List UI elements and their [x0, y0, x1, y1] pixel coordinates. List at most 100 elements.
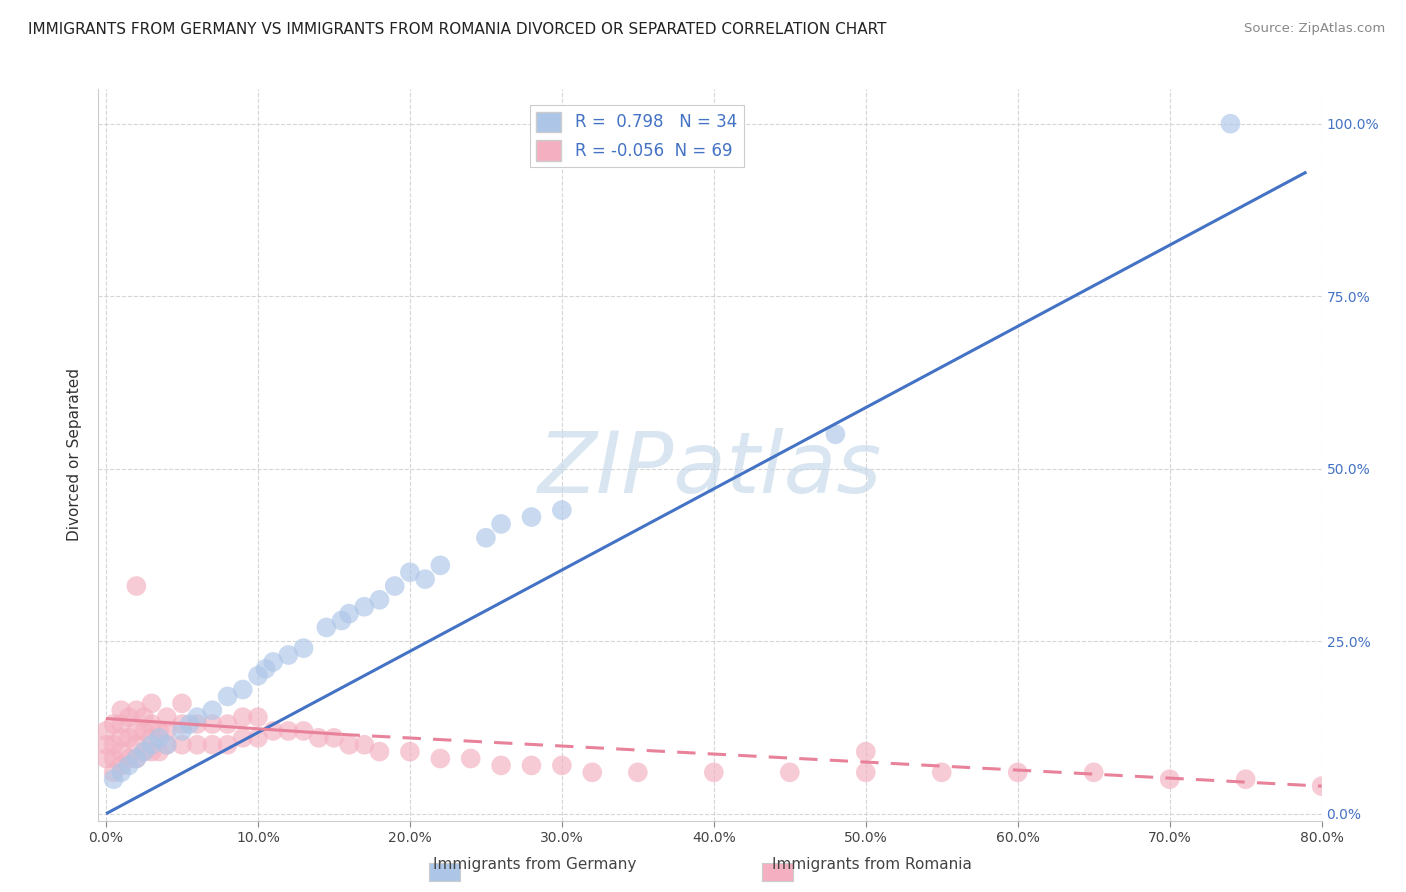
- Point: [118, 758, 141, 772]
- Point: [824, 427, 846, 442]
- Point: [201, 717, 224, 731]
- Text: Source: ZipAtlas.com: Source: ZipAtlas.com: [1244, 22, 1385, 36]
- Point: [201, 703, 224, 717]
- Point: [337, 607, 360, 621]
- Point: [170, 717, 193, 731]
- Point: [148, 745, 170, 759]
- Point: [217, 717, 239, 731]
- Point: [399, 566, 422, 580]
- Point: [292, 723, 315, 738]
- Point: [779, 765, 801, 780]
- Point: [125, 751, 148, 765]
- Point: [429, 751, 451, 765]
- Point: [110, 703, 132, 717]
- Point: [627, 765, 650, 780]
- Point: [103, 765, 125, 780]
- Point: [353, 738, 375, 752]
- Point: [246, 710, 269, 724]
- Point: [308, 731, 330, 745]
- Point: [179, 717, 201, 731]
- Point: [1234, 772, 1257, 787]
- Point: [315, 620, 337, 634]
- Point: [217, 738, 239, 752]
- Point: [330, 614, 353, 628]
- Point: [110, 731, 132, 745]
- Point: [141, 717, 163, 731]
- Point: [186, 717, 208, 731]
- Point: [246, 669, 269, 683]
- Point: [262, 655, 284, 669]
- Point: [170, 723, 193, 738]
- Point: [1007, 765, 1029, 780]
- Point: [551, 503, 574, 517]
- Text: IMMIGRANTS FROM GERMANY VS IMMIGRANTS FROM ROMANIA DIVORCED OR SEPARATED CORRELA: IMMIGRANTS FROM GERMANY VS IMMIGRANTS FR…: [28, 22, 887, 37]
- Point: [292, 641, 315, 656]
- Point: [148, 723, 170, 738]
- Point: [551, 758, 574, 772]
- Point: [118, 751, 141, 765]
- Point: [141, 696, 163, 710]
- Point: [254, 662, 277, 676]
- Point: [156, 723, 179, 738]
- Point: [277, 648, 299, 662]
- Point: [148, 731, 170, 745]
- Point: [125, 738, 148, 752]
- Point: [323, 731, 346, 745]
- Point: [368, 745, 391, 759]
- Point: [103, 751, 125, 765]
- Point: [110, 745, 132, 759]
- Point: [132, 745, 155, 759]
- Point: [156, 738, 179, 752]
- Point: [170, 696, 193, 710]
- Point: [110, 717, 132, 731]
- Point: [246, 731, 269, 745]
- Point: [581, 765, 603, 780]
- Point: [931, 765, 953, 780]
- Point: [103, 717, 125, 731]
- Point: [399, 745, 422, 759]
- Point: [489, 516, 512, 531]
- Point: [368, 592, 391, 607]
- Point: [413, 572, 436, 586]
- Point: [118, 731, 141, 745]
- Point: [156, 738, 179, 752]
- Point: [217, 690, 239, 704]
- Point: [141, 731, 163, 745]
- Text: Immigrants from Romania: Immigrants from Romania: [772, 857, 972, 872]
- Point: [855, 745, 877, 759]
- Point: [232, 682, 254, 697]
- Point: [277, 723, 299, 738]
- Point: [125, 751, 148, 765]
- Point: [132, 745, 155, 759]
- Point: [103, 738, 125, 752]
- Point: [1310, 779, 1333, 793]
- Point: [186, 738, 208, 752]
- Point: [855, 765, 877, 780]
- Point: [186, 710, 208, 724]
- Point: [460, 751, 482, 765]
- Point: [232, 731, 254, 745]
- Point: [1083, 765, 1105, 780]
- Text: ZIPatlas: ZIPatlas: [538, 428, 882, 511]
- Point: [201, 738, 224, 752]
- Point: [429, 558, 451, 573]
- Point: [141, 738, 163, 752]
- Point: [1219, 117, 1241, 131]
- Point: [337, 738, 360, 752]
- Point: [489, 758, 512, 772]
- Point: [141, 745, 163, 759]
- Point: [703, 765, 725, 780]
- Y-axis label: Divorced or Separated: Divorced or Separated: [67, 368, 83, 541]
- Point: [262, 723, 284, 738]
- Point: [232, 710, 254, 724]
- Point: [110, 758, 132, 772]
- Point: [94, 751, 117, 765]
- Point: [125, 723, 148, 738]
- Text: Immigrants from Germany: Immigrants from Germany: [433, 857, 636, 872]
- Point: [520, 510, 543, 524]
- Point: [132, 723, 155, 738]
- Point: [132, 710, 155, 724]
- Point: [94, 738, 117, 752]
- Legend: R =  0.798   N = 34, R = -0.056  N = 69: R = 0.798 N = 34, R = -0.056 N = 69: [530, 105, 744, 167]
- Point: [475, 531, 498, 545]
